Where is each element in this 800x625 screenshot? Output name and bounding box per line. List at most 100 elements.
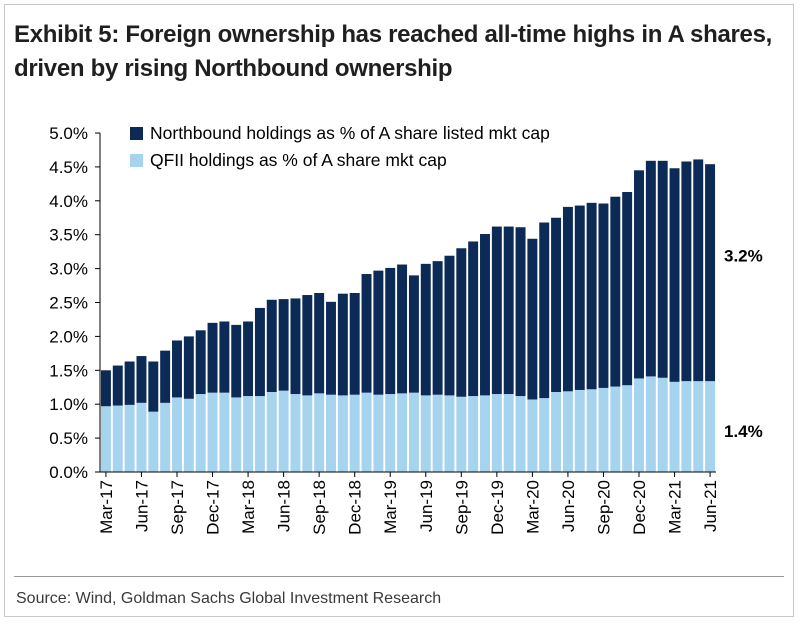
qfii-bar (373, 394, 384, 472)
qfii-bar (622, 385, 633, 472)
qfii-bar (539, 398, 550, 472)
y-tick-label: 1.5% (49, 361, 88, 380)
qfii-bar (408, 392, 419, 472)
qfii-bar (657, 377, 668, 472)
northbound-bar (515, 227, 526, 397)
y-tick-label: 2.0% (49, 327, 88, 346)
x-tick-label: Jun-19 (417, 480, 436, 532)
northbound-bar (574, 205, 585, 390)
northbound-bar (456, 248, 467, 397)
axes-group: 0.0% 0.5% 1.0% 1.5% 2.0% 2.5% 3.0% 3.5% 4.0% 4.5%… (49, 124, 720, 535)
x-tick-label: Sep-18 (310, 480, 329, 535)
northbound-bar (112, 365, 123, 406)
northbound-bar (183, 336, 194, 399)
qfii-bar (195, 394, 206, 472)
northbound-bar (705, 164, 716, 382)
qfii-bar (100, 406, 111, 472)
northbound-bar (254, 307, 265, 397)
qfii-bar (432, 394, 443, 472)
northbound-bar (326, 301, 336, 395)
x-tick-label: Mar-20 (523, 480, 542, 534)
end-label-northbound: 3.2% (724, 246, 763, 265)
legend: Northbound holdings as % of A share list… (130, 123, 550, 170)
qfii-bar (645, 376, 656, 472)
qfii-bar (172, 397, 182, 472)
qfii-bar (314, 393, 325, 472)
northbound-bar (645, 160, 656, 377)
qfii-bar (397, 393, 408, 472)
northbound-bar (610, 196, 621, 387)
qfii-bar (420, 395, 431, 472)
qfii-bar (112, 405, 123, 472)
x-tick-label: Mar-18 (239, 480, 258, 534)
legend-label-northbound: Northbound holdings as % of A share list… (150, 123, 550, 143)
y-tick-label: 1.0% (49, 395, 88, 414)
northbound-bar (491, 226, 502, 395)
end-labels: 3.2% 1.4% (724, 246, 763, 441)
qfii-bar (681, 381, 692, 472)
x-tick-label: Mar-21 (666, 480, 685, 534)
northbound-bar (100, 370, 111, 407)
northbound-bar (337, 293, 348, 396)
northbound-bar (243, 321, 254, 397)
y-tick-label: 4.0% (49, 192, 88, 211)
qfii-bar (136, 402, 147, 472)
qfii-bar (468, 396, 479, 472)
y-tick-label: 0.5% (49, 429, 88, 448)
qfii-bar (551, 392, 562, 472)
x-tick-label: Dec-19 (488, 480, 507, 535)
qfii-bar (503, 394, 514, 472)
y-tick-label: 2.5% (49, 294, 88, 313)
northbound-bar (527, 238, 538, 400)
northbound-bar (397, 264, 408, 394)
qfii-bar (219, 392, 230, 472)
northbound-bar (551, 217, 562, 392)
x-tick-label: Jun-21 (701, 480, 720, 532)
qfii-bar (598, 387, 609, 472)
qfii-bar (278, 390, 289, 472)
northbound-bar (278, 299, 289, 391)
northbound-bar (432, 261, 443, 395)
qfii-bar (349, 394, 360, 472)
northbound-bar (681, 161, 692, 382)
northbound-bar (361, 274, 372, 393)
northbound-bar (172, 340, 182, 398)
northbound-bar (385, 267, 396, 395)
x-tick-label: Jun-20 (559, 480, 578, 532)
x-tick-label: Jun-18 (275, 480, 294, 532)
qfii-bar (480, 395, 490, 472)
qfii-bar (574, 389, 585, 472)
x-tick-label: Sep-20 (594, 480, 613, 535)
qfii-bar (669, 381, 680, 472)
qfii-bar (586, 389, 597, 472)
northbound-bar (314, 293, 325, 394)
y-tick-label: 4.5% (49, 158, 88, 177)
exhibit-frame (4, 4, 794, 617)
qfii-bar (254, 396, 265, 472)
qfii-bar (491, 394, 502, 472)
x-tick-label: Jun-17 (132, 480, 151, 532)
qfii-bar (302, 395, 313, 472)
qfii-bar (231, 397, 242, 472)
northbound-bar (136, 356, 147, 403)
qfii-bar (160, 402, 171, 472)
northbound-bar (290, 298, 301, 395)
northbound-bar (266, 299, 277, 392)
y-tick-label: 5.0% (49, 124, 88, 143)
exhibit-title: Exhibit 5: Foreign ownership has reached… (14, 21, 772, 82)
northbound-bar (349, 293, 360, 395)
x-tick-label: Sep-19 (452, 480, 471, 535)
qfii-bar (444, 395, 455, 472)
legend-swatch-qfii (130, 154, 143, 167)
x-tick-label: Dec-17 (204, 480, 223, 535)
qfii-bar (337, 395, 348, 472)
northbound-bar (302, 295, 313, 396)
qfii-bar (693, 381, 704, 472)
northbound-bar (444, 255, 455, 396)
qfii-bar (527, 399, 538, 472)
x-tick-label: Mar-19 (381, 480, 400, 534)
legend-label-qfii: QFII holdings as % of A share mkt cap (150, 150, 447, 170)
x-tick-label: Dec-20 (630, 480, 649, 535)
northbound-bar (503, 226, 514, 395)
